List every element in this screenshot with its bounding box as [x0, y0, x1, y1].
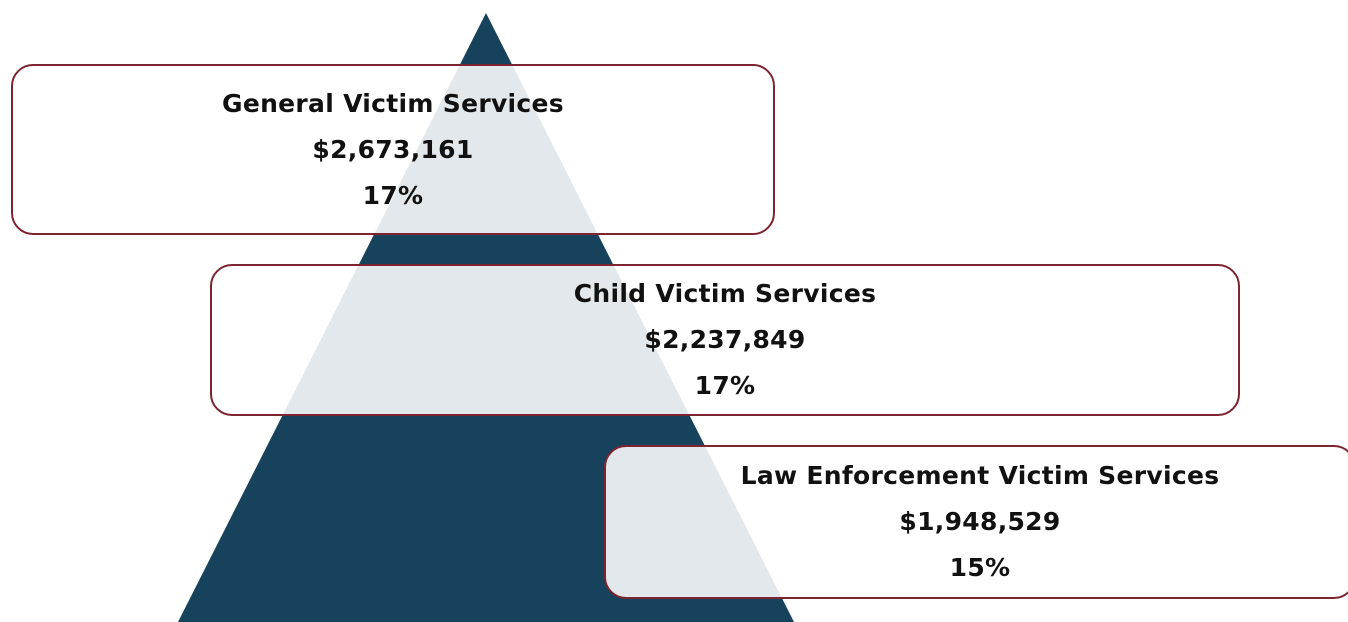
tier-card-general: General Victim Services $2,673,161 17% — [11, 64, 775, 235]
tier-name: Law Enforcement Victim Services — [740, 461, 1220, 490]
tier-amount: $2,673,161 — [312, 134, 474, 164]
tier-percent: 15% — [949, 553, 1011, 582]
tier-percent: 17% — [694, 371, 756, 400]
tier-card-child: Child Victim Services $2,237,849 17% — [210, 264, 1240, 416]
tier-amount: $1,948,529 — [899, 507, 1061, 536]
tier-card-law-enforcement: Law Enforcement Victim Services $1,948,5… — [604, 445, 1348, 599]
tier-amount: $2,237,849 — [644, 325, 806, 354]
tier-name: Child Victim Services — [573, 279, 877, 308]
tier-name: General Victim Services — [222, 88, 564, 118]
tier-percent: 17% — [362, 180, 424, 210]
